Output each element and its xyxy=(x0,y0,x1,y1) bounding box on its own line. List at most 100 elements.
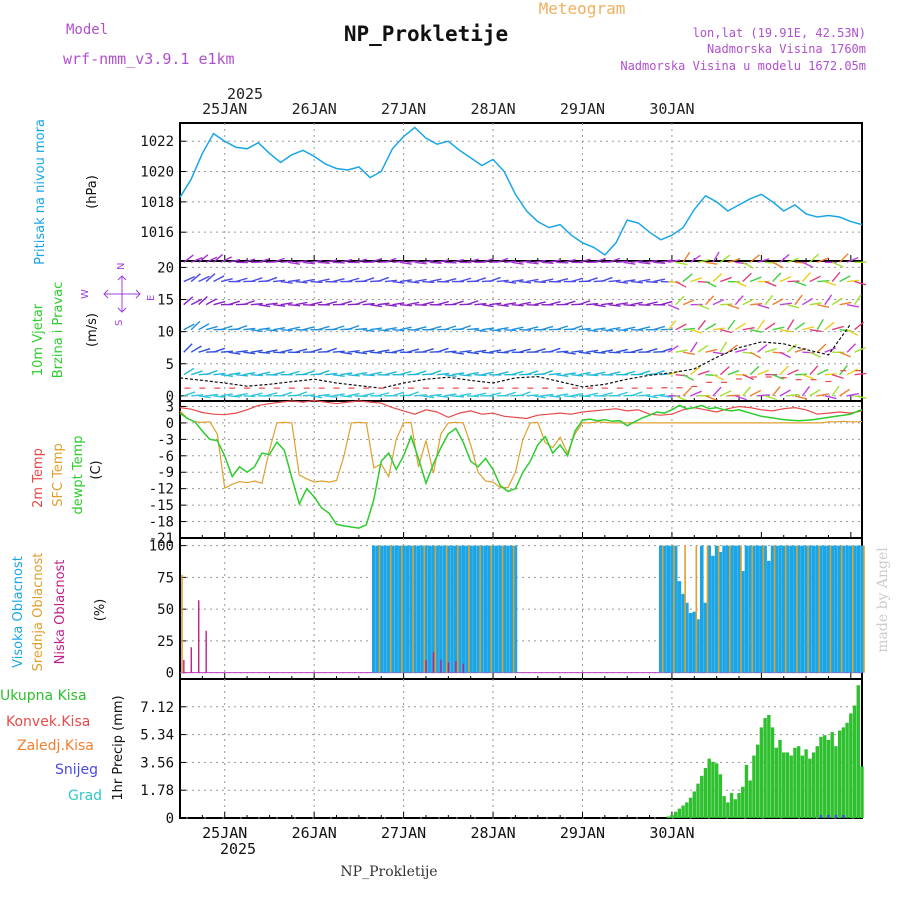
wind-barb xyxy=(213,300,226,306)
wind-barb xyxy=(235,277,248,283)
wind-barb xyxy=(772,386,781,397)
wind-barb xyxy=(213,253,224,263)
wind-barb xyxy=(340,395,353,398)
wind-barb xyxy=(317,393,330,397)
wind-barb xyxy=(697,258,710,263)
high-cloud-bar xyxy=(822,545,827,673)
temp-axis-title-dewpt: dewpt Temp xyxy=(71,435,86,514)
high-cloud-bar xyxy=(498,545,503,673)
wind-barb xyxy=(601,329,614,332)
y-tick-label: -15 xyxy=(149,498,174,514)
total-precip-bar xyxy=(830,732,834,818)
wind-barb xyxy=(779,365,789,376)
wind-barb xyxy=(630,301,643,306)
high-cloud-bar xyxy=(793,545,797,673)
mid-cloud-bar xyxy=(807,545,809,673)
high-cloud-bar xyxy=(677,581,682,673)
dewpt-line xyxy=(179,404,863,529)
high-cloud-bar xyxy=(673,545,678,673)
wind-barb xyxy=(190,320,201,331)
high-cloud-bar xyxy=(834,545,838,673)
high-cloud-bar xyxy=(390,545,395,673)
wind-barb xyxy=(682,251,691,263)
wind-barb xyxy=(615,260,629,263)
wind-barb xyxy=(779,389,791,397)
wind-barb xyxy=(183,391,196,397)
wind-barb xyxy=(638,278,651,283)
y-tick-label: 5.34 xyxy=(140,728,174,744)
wind-barb xyxy=(578,327,591,331)
high-cloud-bar xyxy=(744,545,749,673)
mid-cloud-bar xyxy=(706,545,709,673)
total-precip-bar xyxy=(789,755,793,818)
wind-barb xyxy=(228,351,241,355)
wind-barb xyxy=(444,261,457,264)
total-precip-bar xyxy=(778,739,782,818)
wind-barb xyxy=(429,325,442,331)
wind-barb xyxy=(354,300,367,306)
wind-barb xyxy=(772,272,782,283)
wind-barb xyxy=(243,371,256,376)
top-year-label: 2025 xyxy=(227,85,263,103)
total-precip-bar xyxy=(774,747,778,818)
wind-barb xyxy=(645,301,658,306)
total-precip-bar xyxy=(711,761,715,818)
wind-barb xyxy=(288,303,301,307)
wind-barb xyxy=(407,260,420,263)
legend-total-precip: Ukupna Kisa xyxy=(0,688,87,704)
wind-barb xyxy=(481,303,494,308)
wind-barb xyxy=(764,322,776,331)
wind-barb xyxy=(481,258,494,263)
wind-barb xyxy=(407,301,420,306)
wind-barb xyxy=(384,303,397,307)
bottom-date-label: 25JAN xyxy=(202,824,247,842)
wind-barb xyxy=(504,260,517,263)
wind-barb xyxy=(459,373,472,377)
total-precip-bar xyxy=(811,752,816,818)
wind-barb xyxy=(302,326,315,331)
wind-barb xyxy=(690,366,701,376)
total-precip-bar xyxy=(692,791,696,818)
wind-barb xyxy=(489,392,502,397)
wind-panel: 0 5 10 15 20 xyxy=(157,251,867,405)
total-precip-bar xyxy=(763,718,767,818)
low-cloud-bar xyxy=(425,659,427,673)
wind-barb xyxy=(712,251,720,263)
total-precip-bar xyxy=(748,780,752,818)
wind-barb xyxy=(526,261,539,265)
mid-cloud-bar xyxy=(401,545,403,673)
wind-barb xyxy=(839,351,851,358)
wind-barb xyxy=(466,351,479,355)
wind-barb xyxy=(392,260,405,263)
wind-barb xyxy=(779,329,792,333)
high-cloud-bar xyxy=(658,545,663,673)
total-precip-bar xyxy=(744,764,749,818)
wind-barb xyxy=(742,386,752,397)
wind-barb xyxy=(325,372,338,376)
wind-barb xyxy=(847,279,860,283)
wind-barb xyxy=(220,350,234,353)
wind-barb xyxy=(250,373,263,377)
high-cloud-bar xyxy=(494,545,499,673)
wind-barb xyxy=(243,258,256,263)
total-precip-bar xyxy=(685,802,689,818)
low-cloud-bar xyxy=(190,647,192,673)
wind-barb xyxy=(414,303,427,306)
mid-cloud-bar xyxy=(181,574,183,673)
wind-barb xyxy=(735,348,748,353)
total-precip-bar xyxy=(796,746,801,818)
wind-barb xyxy=(578,300,591,306)
wind-barb xyxy=(831,271,841,283)
footer-credit: made by Angel xyxy=(875,547,891,653)
wind-barb xyxy=(683,327,696,331)
wind-barb xyxy=(392,391,405,397)
mid-cloud-bar xyxy=(796,545,798,673)
wind-barb xyxy=(280,302,293,306)
wind-barb xyxy=(287,261,301,265)
wind-barb xyxy=(496,326,509,331)
wind-barb xyxy=(675,295,685,306)
total-precip-bar xyxy=(733,799,737,818)
wind-barb xyxy=(422,395,435,399)
wind-barb xyxy=(302,261,315,265)
